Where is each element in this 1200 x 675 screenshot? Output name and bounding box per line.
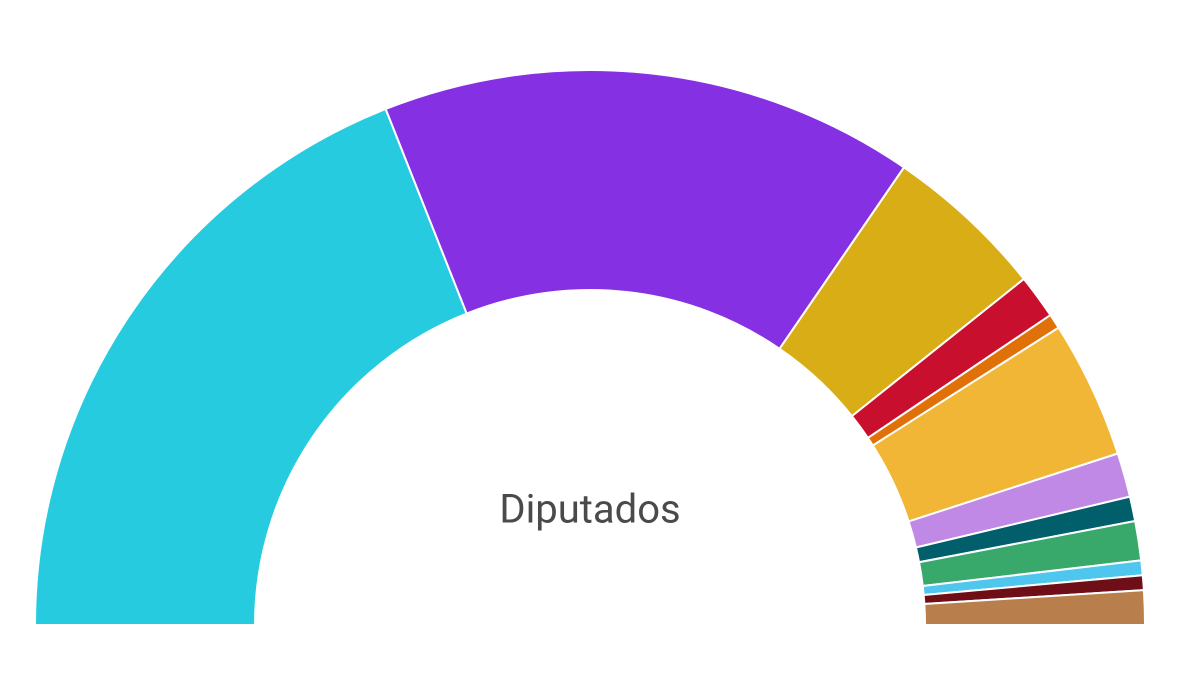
segment — [384, 69, 906, 351]
segment — [923, 589, 1147, 626]
segment — [33, 107, 468, 626]
center-label: Diputados — [499, 486, 680, 533]
